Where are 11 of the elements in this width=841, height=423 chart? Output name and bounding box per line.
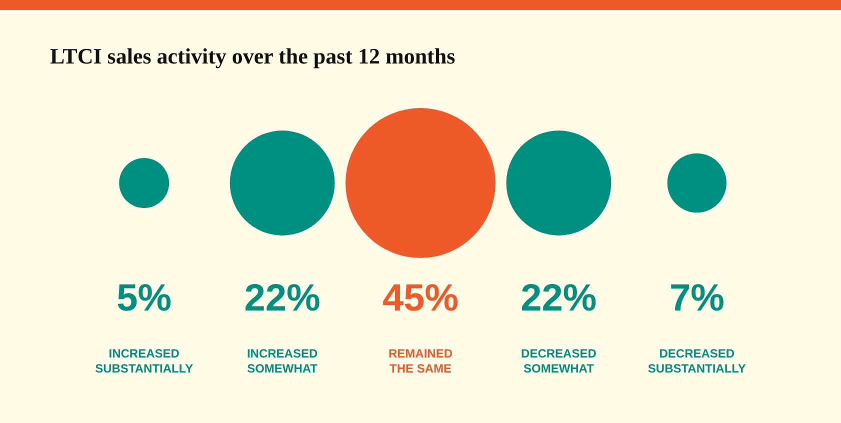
text: LTCI sales activity over the past 12 months <box>50 44 456 69</box>
data-label: 5% <box>116 277 172 320</box>
category-label: INCREASED SOMEWHAT <box>246 346 318 376</box>
data-label: 22% <box>244 277 320 320</box>
category-label: DECREASED SUBSTANTIALLY <box>648 346 746 376</box>
data-label: 45% <box>382 277 459 320</box>
data-label: 22% <box>520 277 597 320</box>
category-label: INCREASED SUBSTANTIALLY <box>95 346 194 376</box>
category-label: DECREASED SOMEWHAT <box>521 346 597 376</box>
category-label: REMAINED THE SAME <box>388 346 453 376</box>
data-label: 7% <box>669 277 724 320</box>
